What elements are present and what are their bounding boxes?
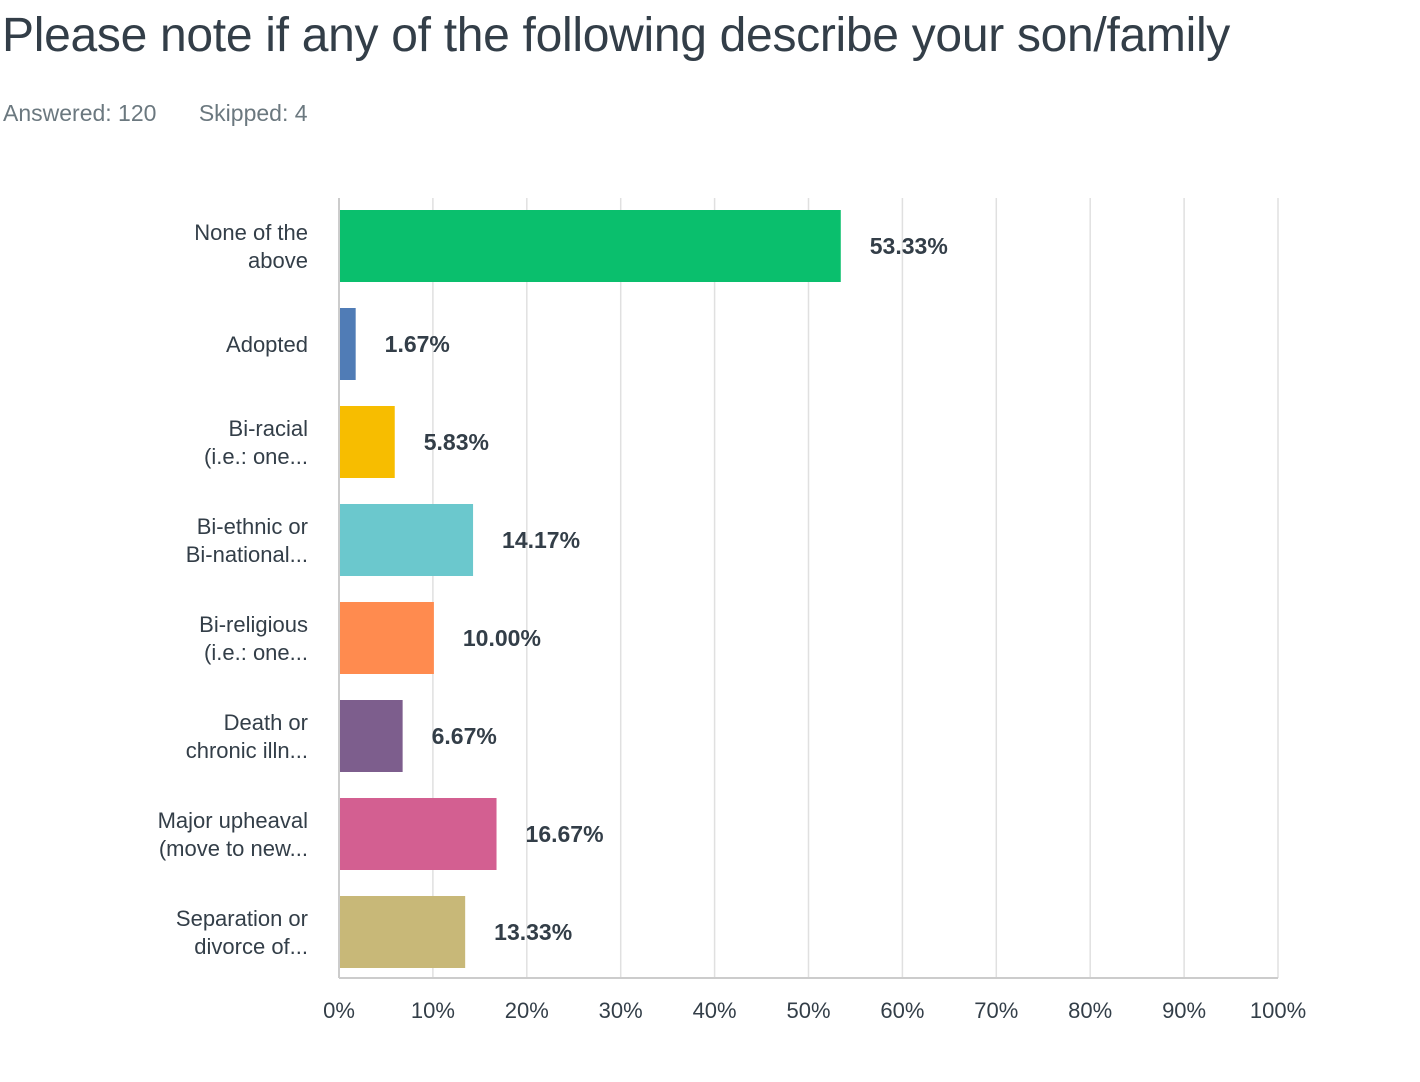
x-tick-label: 10%	[411, 998, 455, 1023]
data-label: 10.00%	[463, 625, 541, 651]
data-label: 1.67%	[385, 331, 450, 357]
category-label: Bi-racial	[229, 416, 308, 441]
bar	[340, 210, 841, 282]
data-label: 5.83%	[424, 429, 489, 455]
data-label: 53.33%	[870, 233, 948, 259]
data-label: 13.33%	[494, 919, 572, 945]
x-tick-label: 40%	[693, 998, 737, 1023]
x-tick-label: 30%	[599, 998, 643, 1023]
skipped-count: Skipped: 4	[198, 100, 308, 126]
data-label: 16.67%	[526, 821, 604, 847]
answered-count: Answered: 120	[3, 100, 157, 126]
category-label: Major upheaval	[158, 808, 308, 833]
category-label: divorce of...	[194, 934, 308, 959]
bar	[340, 896, 466, 968]
x-tick-label: 0%	[323, 998, 355, 1023]
category-label: (move to new...	[159, 836, 308, 861]
question-title: Please note if any of the following desc…	[2, 9, 1231, 62]
category-label: chronic illn...	[186, 738, 308, 763]
category-label: Adopted	[226, 332, 308, 357]
x-tick-label: 20%	[505, 998, 549, 1023]
category-label: (i.e.: one...	[204, 640, 308, 665]
x-tick-label: 100%	[1250, 998, 1306, 1023]
category-label: above	[248, 248, 308, 273]
category-label: Bi-national...	[186, 542, 308, 567]
x-tick-label: 70%	[974, 998, 1018, 1023]
category-label: Bi-ethnic or	[197, 514, 308, 539]
response-stats: Answered: 120 Skipped: 4	[3, 100, 344, 127]
data-label: 6.67%	[432, 723, 497, 749]
bar	[340, 700, 403, 772]
category-label: Death or	[224, 710, 308, 735]
bar	[340, 798, 497, 870]
x-tick-label: 80%	[1068, 998, 1112, 1023]
category-label: None of the	[194, 220, 308, 245]
bar	[340, 504, 474, 576]
data-label: 14.17%	[502, 527, 580, 553]
x-tick-label: 50%	[786, 998, 830, 1023]
x-tick-label: 90%	[1162, 998, 1206, 1023]
bar	[340, 602, 434, 674]
category-label: Bi-religious	[199, 612, 308, 637]
category-label: Separation or	[176, 906, 308, 931]
bar	[340, 308, 356, 380]
x-tick-label: 60%	[880, 998, 924, 1023]
category-label: (i.e.: one...	[204, 444, 308, 469]
bar	[340, 406, 395, 478]
